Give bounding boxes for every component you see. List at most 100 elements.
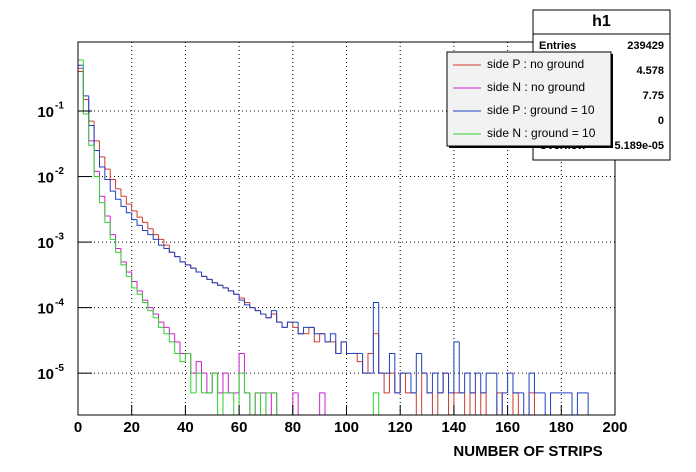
x-tick-label: 80 [284,419,301,436]
histogram-bin [115,191,121,200]
histogram-bin [405,373,411,394]
x-tick-label: 0 [74,419,82,436]
histogram-bin [426,373,433,394]
histogram-bin [281,322,288,328]
histogram-bin [448,373,454,394]
histogram-bin [184,352,191,362]
stats-value: 0 [658,115,664,127]
y-tick-label: 10 [37,104,54,121]
histogram-bin [399,372,406,393]
histogram-bin [340,341,347,354]
histogram-bin [533,373,540,394]
histogram-bin [319,392,326,415]
histogram-bin [587,392,589,415]
histogram-bin [372,392,379,415]
x-tick-label: 180 [549,419,574,436]
histogram-bin [480,373,487,394]
histogram-bin [136,287,143,295]
stats-value: 239429 [627,40,664,52]
histogram-bin [109,222,116,240]
histogram-bin [238,294,245,301]
histogram-bin [227,287,234,292]
legend-background [446,51,612,147]
histogram-bin [378,392,380,415]
legend: side P : no ground side N : no ground side… [446,51,613,148]
histogram-bin [190,353,197,394]
histogram-bin [136,210,143,218]
histogram-bin [141,217,148,223]
histogram-bin [297,392,299,415]
histogram-bin [152,310,159,319]
histogram-bin [394,353,401,394]
histogram-bin [372,301,379,374]
histogram-bin [415,352,422,393]
histogram-bin [78,64,84,415]
histogram-bin [571,392,573,415]
y-tick-label: 10 [37,366,54,383]
histogram-bin [260,392,262,415]
histogram-bin [104,202,111,223]
histogram-bin [195,268,202,273]
histogram-bin [297,322,304,335]
stats-value: 5.189e-05 [614,140,664,152]
histogram-bin [474,372,481,393]
histogram-bin [410,373,417,394]
histogram-bin [131,276,138,289]
histogram-bin [201,271,207,277]
histograms [78,59,589,415]
x-tick-label: 40 [177,419,194,436]
histogram-bin [254,307,261,312]
histogram-bin [147,222,154,230]
histogram-bin [190,264,197,269]
histogram-bin [184,261,191,266]
histogram-bin [415,392,417,415]
histogram-bin [174,252,181,258]
histogram-bin [222,285,229,289]
histogram-bin [576,392,583,415]
histogram-bin [276,392,278,415]
histogram-bin [270,310,277,318]
histogram-bin [464,392,466,415]
histogram-bin [109,179,116,192]
histogram-bin [93,145,100,178]
histogram-bin [346,341,352,354]
histogram-bin [507,372,513,393]
histogram-bin [88,114,95,146]
histogram-bin [233,290,240,295]
histogram-bin [550,392,556,415]
histogram-bin [115,239,121,253]
histogram-bin [265,392,272,415]
histogram-bin [485,372,492,393]
histogram-bin [367,352,374,374]
histogram-bin [329,333,336,342]
histogram-bin [362,353,368,374]
histogram-bin [523,392,525,415]
histogram-bin [222,372,229,393]
histogram-bin [158,239,164,246]
legend-label: side N : ground = 10 [487,126,596,140]
histogram-bin [469,373,476,394]
x-tick-label: 200 [602,419,627,436]
histogram-bin [378,302,385,374]
histogram-bin [136,219,143,226]
histogram-bin [260,310,266,315]
y-tick-label: 10 [37,170,54,187]
histogram-bin [217,373,219,415]
histogram-bin [512,373,519,394]
histogram-bin [421,353,428,374]
histogram-bin [163,245,170,249]
histogram-bin [125,264,132,277]
stats-value: 4.578 [636,65,664,77]
stats-value: 7.75 [643,90,664,102]
histogram-bin [120,188,127,197]
histogram-bin [104,166,111,181]
histogram-bin [233,392,235,415]
histogram-bin [168,333,175,343]
histogram-bin [544,392,546,415]
histogram-bin [201,373,207,394]
histogram-bin [243,300,250,306]
x-tick-label: 120 [388,419,413,436]
histogram-bin [78,59,84,415]
y-tick-exponent: -5 [55,363,64,374]
histogram-bin [131,204,138,212]
